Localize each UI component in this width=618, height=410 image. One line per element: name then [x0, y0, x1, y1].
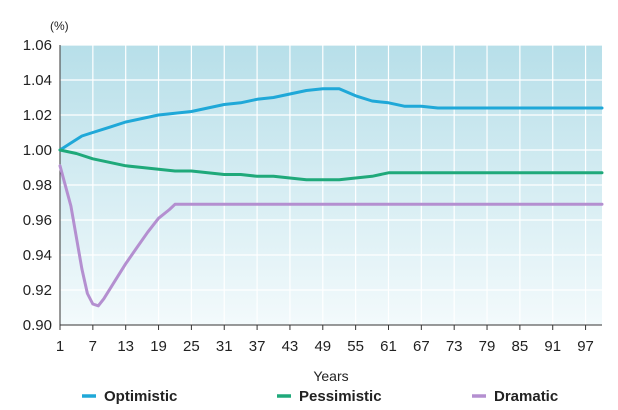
x-tick-label: 25 [183, 338, 200, 355]
y-tick-label: 0.98 [23, 177, 52, 194]
legend-label-pessimistic: Pessimistic [299, 388, 382, 405]
series-line-pessimistic [58, 148, 604, 182]
series-line-optimistic [58, 87, 604, 152]
y-tick-label: 1.04 [23, 72, 52, 89]
x-tick-label: 1 [56, 338, 64, 355]
y-tick-label: 1.02 [23, 107, 52, 124]
y-tick-label: 0.94 [23, 247, 52, 264]
x-tick-label: 43 [282, 338, 299, 355]
x-tick-label: 73 [446, 338, 463, 355]
y-tick-label: 0.96 [23, 212, 52, 229]
series-lines [58, 87, 604, 308]
x-tick-label: 79 [479, 338, 496, 355]
x-tick-label: 7 [89, 338, 97, 355]
legend-label-dramatic: Dramatic [494, 388, 558, 405]
legend-label-optimistic: Optimistic [104, 388, 177, 405]
x-tick-label: 13 [117, 338, 134, 355]
y-tick-label: 0.90 [23, 317, 52, 334]
y-tick-label: 1.06 [23, 37, 52, 54]
x-axis-title: Years [313, 368, 348, 384]
legend: Optimistic Pessimistic Dramatic [82, 388, 558, 405]
x-tick-label: 31 [216, 338, 233, 355]
x-tick-label: 37 [249, 338, 266, 355]
y-unit-label: (%) [50, 19, 69, 33]
x-tick-label: 97 [577, 338, 594, 355]
series-line-dramatic [58, 164, 604, 308]
x-tick-label: 85 [512, 338, 529, 355]
x-tick-label: 55 [347, 338, 364, 355]
x-tick-label: 19 [150, 338, 167, 355]
x-tick-label: 67 [413, 338, 430, 355]
axes: 0.90 0.92 0.94 0.96 0.98 1.00 1.02 1.04 1.06 1 7 13… [23, 37, 602, 355]
x-tick-label: 61 [380, 338, 397, 355]
y-tick-label: 0.92 [23, 282, 52, 299]
x-tick-label: 91 [544, 338, 561, 355]
y-tick-label: 1.00 [23, 142, 52, 159]
x-tick-label: 49 [314, 338, 331, 355]
